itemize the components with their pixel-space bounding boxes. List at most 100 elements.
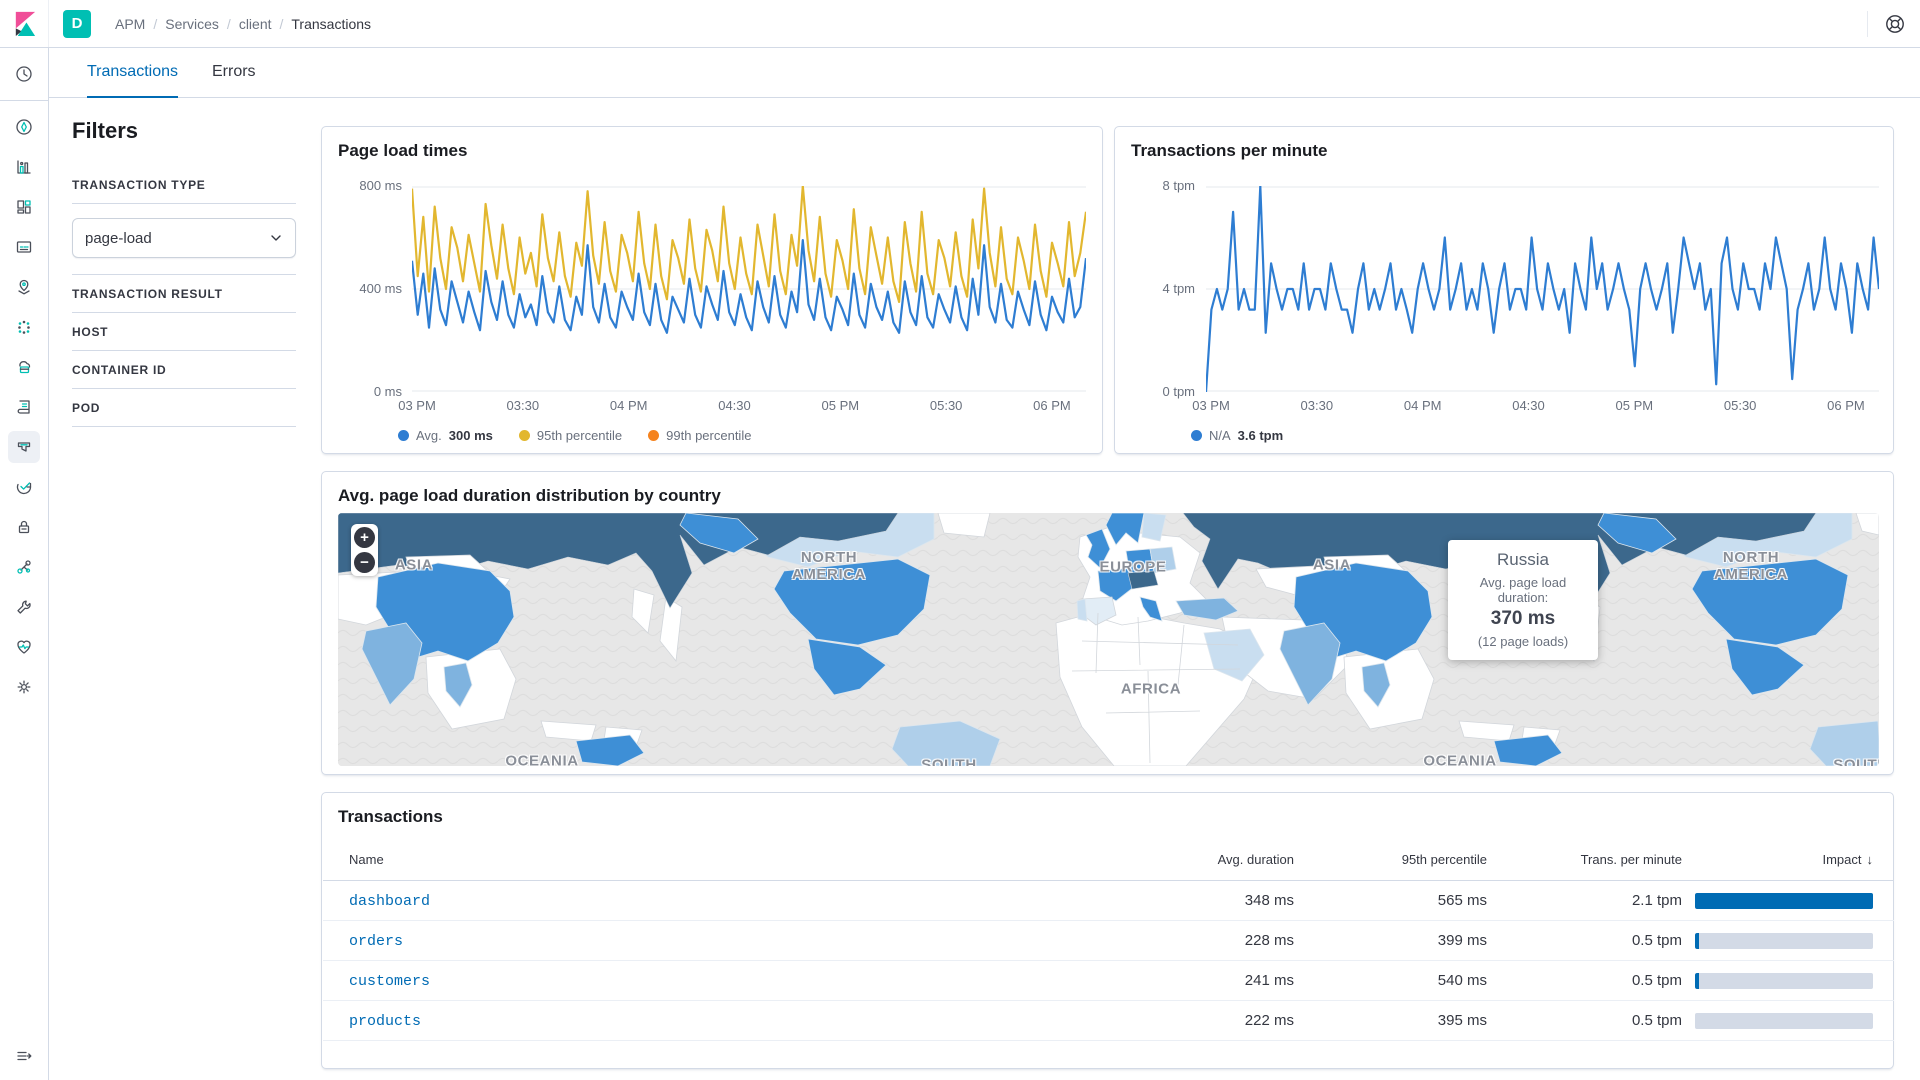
table-row: orders 228 ms 399 ms 0.5 tpm xyxy=(323,921,1894,961)
column-header-trans-per-minute[interactable]: Trans. per minute xyxy=(1580,852,1682,867)
impact-bar xyxy=(1695,892,1873,909)
filter-label-host[interactable]: HOST xyxy=(72,313,296,351)
column-header-name[interactable]: Name xyxy=(349,852,384,867)
column-header-95th-percentile[interactable]: 95th percentile xyxy=(1401,852,1487,867)
maps-pin-icon[interactable] xyxy=(8,271,40,303)
y-tick: 0 ms xyxy=(373,384,402,399)
y-tick: 800 ms xyxy=(359,178,402,193)
breadcrumb-apm[interactable]: APM xyxy=(115,15,146,32)
tpm-value: 0.5 tpm xyxy=(1631,972,1682,989)
tab-transactions[interactable]: Transactions xyxy=(87,48,178,98)
column-header-avg-duration[interactable]: Avg. duration xyxy=(1217,852,1294,867)
page-load-times-plot[interactable] xyxy=(412,186,1086,392)
canvas-icon[interactable] xyxy=(8,231,40,263)
tpm-value: 2.1 tpm xyxy=(1631,892,1682,909)
rail-divider xyxy=(0,100,49,101)
table-row: customers 241 ms 540 ms 0.5 tpm xyxy=(323,961,1894,1001)
kibana-logo[interactable] xyxy=(0,0,49,47)
transaction-link-dashboard[interactable]: dashboard xyxy=(349,892,431,910)
legend-item-avg[interactable]: Avg. 300 ms xyxy=(398,428,493,443)
transaction-link-products[interactable]: products xyxy=(349,1012,422,1030)
monitoring-heartbeat-icon[interactable] xyxy=(8,631,40,663)
legend-item-95th[interactable]: 95th percentile xyxy=(518,428,622,443)
logs-icon[interactable] xyxy=(8,391,40,423)
transactions-table: Name Avg. duration 95th percentile Trans… xyxy=(323,839,1894,1041)
tab-errors[interactable]: Errors xyxy=(212,63,256,80)
breadcrumb-separator: / xyxy=(279,15,284,32)
siem-lock-icon[interactable] xyxy=(8,511,40,543)
legend-dot xyxy=(518,430,530,441)
map-zoom-controls: + − xyxy=(351,524,378,576)
top-header: D APM / Services / client / Transactions xyxy=(0,0,1920,48)
transactions-per-minute-panel: Transactions per minute 8 tpm 4 tpm 0 tp… xyxy=(1114,126,1894,454)
filter-label-transaction-type: TRANSACTION TYPE xyxy=(72,166,296,204)
y-tick: 4 tpm xyxy=(1162,281,1195,296)
transactions-per-minute-title: Transactions per minute xyxy=(1131,141,1328,160)
filter-label-pod[interactable]: POD xyxy=(72,389,296,427)
recently-viewed-clock-icon[interactable] xyxy=(8,58,40,90)
management-gear-icon[interactable] xyxy=(8,671,40,703)
chart-legend: Avg. 300 ms 95th percentile 99th percenti… xyxy=(398,428,751,443)
transactions-per-minute-plot[interactable] xyxy=(1206,186,1879,392)
filter-label-transaction-result[interactable]: TRANSACTION RESULT xyxy=(72,275,296,313)
y-tick: 0 tpm xyxy=(1162,384,1195,399)
space-badge[interactable]: D xyxy=(63,9,91,38)
y-tick: 400 ms xyxy=(359,281,402,296)
breadcrumb-client[interactable]: client xyxy=(238,15,272,32)
visualize-chart-icon[interactable] xyxy=(8,151,40,183)
collapse-nav-icon[interactable] xyxy=(8,1040,40,1072)
apm-icon[interactable] xyxy=(8,431,40,463)
avg-duration-value: 228 ms xyxy=(1244,932,1294,949)
zoom-in-button[interactable]: + xyxy=(354,527,375,548)
legend-item-na[interactable]: N/A 3.6 tpm xyxy=(1191,428,1283,443)
map-tooltip: Russia Avg. page load duration: 370 ms (… xyxy=(1448,540,1598,660)
zoom-out-button[interactable]: − xyxy=(354,552,375,573)
transaction-type-value: page-load xyxy=(85,229,152,247)
tooltip-metric-label: Avg. page load duration: xyxy=(1479,575,1567,605)
security-cloud-icon[interactable] xyxy=(8,351,40,383)
column-header-impact[interactable]: Impact ↓ xyxy=(1822,852,1874,867)
duration-by-country-panel: Avg. page load duration distribution by … xyxy=(321,471,1894,775)
legend-dot xyxy=(648,430,660,441)
table-row: products 222 ms 395 ms 0.5 tpm xyxy=(323,1001,1894,1041)
transaction-type-select[interactable]: page-load xyxy=(72,218,296,258)
tooltip-sub: (12 page loads) xyxy=(1477,634,1569,649)
transaction-link-orders[interactable]: orders xyxy=(349,932,404,950)
page-load-times-panel: Page load times 800 ms 400 ms 0 ms 03 PM… xyxy=(321,126,1103,454)
graph-icon[interactable] xyxy=(8,551,40,583)
breadcrumb: APM / Services / client / Transactions xyxy=(115,16,371,32)
tpm-value: 0.5 tpm xyxy=(1631,932,1682,949)
uptime-check-icon[interactable] xyxy=(8,471,40,503)
legend-dot xyxy=(398,430,409,441)
breadcrumb-transactions: Transactions xyxy=(291,15,372,32)
sort-desc-icon: ↓ xyxy=(1866,852,1874,867)
discover-compass-icon[interactable] xyxy=(8,111,40,143)
header-divider xyxy=(1867,10,1868,37)
x-axis-ticks: 03 PM 03:30 04 PM 04:30 05 PM 05:30 06 PM xyxy=(1192,398,1865,413)
filter-label-container-id[interactable]: CONTAINER ID xyxy=(72,351,296,389)
dashboard-icon[interactable] xyxy=(8,191,40,223)
transactions-table-panel: Transactions Name Avg. duration 95th per… xyxy=(321,792,1894,1069)
world-map[interactable]: ASIA NORTH AMERICA EUROPE ASIA NORTH AMERICA… xyxy=(338,513,1879,766)
tpm-value: 0.5 tpm xyxy=(1631,1012,1682,1029)
tooltip-value: 370 ms xyxy=(1490,608,1556,629)
machine-learning-icon[interactable] xyxy=(8,311,40,343)
avg-duration-value: 348 ms xyxy=(1244,892,1294,909)
avg-duration-value: 222 ms xyxy=(1244,1012,1294,1029)
transaction-link-customers[interactable]: customers xyxy=(349,972,431,990)
p95-value: 540 ms xyxy=(1437,972,1487,989)
breadcrumb-separator: / xyxy=(153,15,158,32)
breadcrumb-services[interactable]: Services xyxy=(165,15,219,32)
avg-duration-value: 241 ms xyxy=(1244,972,1294,989)
nav-rail xyxy=(0,48,49,1080)
dev-tools-wrench-icon[interactable] xyxy=(8,591,40,623)
table-row: dashboard 348 ms 565 ms 2.1 tpm xyxy=(323,881,1894,921)
y-tick: 8 tpm xyxy=(1162,178,1195,193)
legend-dot xyxy=(1191,430,1202,441)
p95-value: 565 ms xyxy=(1437,892,1487,909)
p95-value: 395 ms xyxy=(1437,1012,1487,1029)
tab-bar: Transactions Errors xyxy=(49,48,1920,98)
help-life-ring-icon[interactable] xyxy=(1884,13,1906,35)
world-map-svg xyxy=(338,513,1879,766)
legend-item-99th[interactable]: 99th percentile xyxy=(648,428,751,443)
